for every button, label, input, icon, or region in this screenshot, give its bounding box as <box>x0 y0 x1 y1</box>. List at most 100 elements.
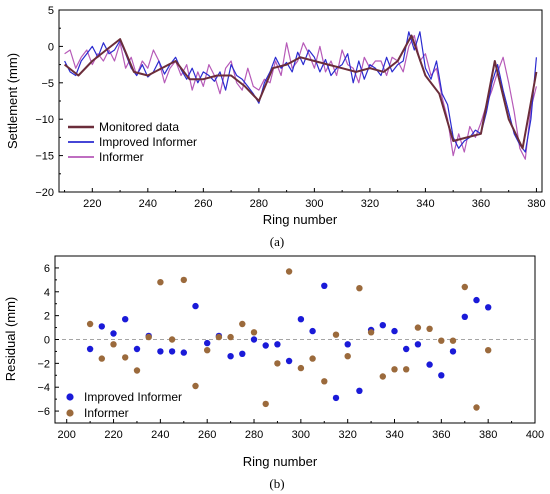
panel-b-point-improved-informer <box>86 345 94 353</box>
panel-b-point-informer <box>239 320 246 328</box>
panel-a-y-tick-label: −20 <box>35 187 54 199</box>
panel-b-x-tick-label: 340 <box>385 429 403 441</box>
panel-b-series <box>86 268 492 411</box>
panel-b-point-informer <box>321 378 328 385</box>
panel-a-series-line-monitored-data <box>63 34 538 150</box>
panel-b-point-informer <box>414 324 422 331</box>
panel-a-caption: (a) <box>270 234 284 249</box>
panel-b-point-improved-informer <box>285 357 293 365</box>
panel-b-ticks: 200 220 240 260 280 300 320 340 360 380 400 6 4 2 0 −2 −… <box>37 263 544 441</box>
panel-b-point-informer <box>274 360 281 367</box>
panel-b-x-tick-label: 220 <box>104 429 122 441</box>
panel-b-point-informer <box>403 366 410 373</box>
panel-b-point-improved-informer <box>297 316 305 323</box>
panel-a-x-axis-label: Ring number <box>263 212 338 227</box>
panel-b-y-tick-label: 6 <box>44 263 50 275</box>
panel-a-x-tick-label: 260 <box>194 198 212 210</box>
panel-b-point-informer <box>344 353 351 360</box>
panel-a-y-tick-label: 0 <box>48 41 54 53</box>
panel-b-point-improved-informer <box>274 341 281 348</box>
panel-a-settlement-chart: 220 240 260 280 300 320 340 360 380 5 0 −5 −10 −15 −20… <box>5 5 546 249</box>
panel-b-point-improved-informer <box>356 387 363 394</box>
panel-a-x-tick-label: 240 <box>139 198 157 210</box>
panel-b-x-tick-label: 360 <box>432 429 450 441</box>
panel-a-x-tick-label: 320 <box>361 198 379 210</box>
panel-b-point-informer <box>332 331 340 338</box>
panel-b-point-informer <box>438 337 445 344</box>
panel-a-x-tick-label: 380 <box>527 198 545 210</box>
panel-a-legend-label: Improved Informer <box>99 135 197 149</box>
panel-b-y-tick-label: 0 <box>44 335 50 347</box>
panel-a-x-tick-label: 220 <box>83 198 101 210</box>
panel-b-point-improved-informer <box>414 341 422 348</box>
panel-b-point-improved-informer <box>250 336 258 343</box>
panel-b-point-informer <box>110 341 117 348</box>
panel-b-legend-marker <box>66 393 74 401</box>
panel-b-point-informer <box>145 333 152 341</box>
panel-b-point-improved-informer <box>122 316 129 323</box>
panel-b-point-informer <box>204 347 211 354</box>
panel-a-x-tick-label: 360 <box>472 198 490 210</box>
panel-b-point-improved-informer <box>309 327 316 335</box>
panel-b-point-informer <box>461 283 468 291</box>
panel-b-point-improved-informer <box>332 394 340 402</box>
panel-b-caption: (b) <box>269 476 284 491</box>
panel-b-point-improved-informer <box>262 342 269 349</box>
panel-a-y-tick-label: −10 <box>35 114 54 126</box>
panel-a-y-tick-label: −15 <box>35 151 54 163</box>
panel-b-x-tick-label: 200 <box>58 429 76 441</box>
panel-b-point-informer <box>180 276 187 284</box>
panel-b-point-improved-informer <box>403 345 410 353</box>
panel-b-legend-marker <box>66 409 74 417</box>
panel-b-point-informer <box>168 336 176 343</box>
panel-b-point-improved-informer <box>192 302 199 310</box>
panel-b-point-informer <box>356 285 363 292</box>
panel-a-legend-label: Informer <box>99 150 144 164</box>
panel-b-point-improved-informer <box>157 348 164 355</box>
panel-b-x-tick-label: 380 <box>479 429 497 441</box>
panel-b-point-informer <box>157 279 164 286</box>
panel-b-point-informer <box>122 354 129 361</box>
panel-b-y-tick-label: −6 <box>37 406 50 418</box>
panel-b-y-axis-label: Residual (mm) <box>3 297 18 382</box>
panel-b-point-informer <box>297 364 305 372</box>
panel-b-point-informer <box>262 400 269 408</box>
panel-b-point-informer <box>86 320 94 328</box>
panel-b-y-tick-label: 4 <box>44 287 50 299</box>
panel-b-y-tick-label: −2 <box>37 358 50 370</box>
panel-b-point-informer <box>449 337 457 344</box>
panel-b-point-informer <box>250 329 258 336</box>
panel-b-legend: Improved Informer Informer <box>66 390 182 420</box>
panel-b-point-improved-informer <box>133 345 141 353</box>
panel-a-x-tick-label: 280 <box>250 198 268 210</box>
panel-b-point-improved-informer <box>227 353 234 360</box>
panel-b-point-improved-informer <box>485 304 492 311</box>
panel-b-y-tick-label: −4 <box>37 382 50 394</box>
panel-b-point-informer <box>379 373 386 380</box>
panel-a-series-line-informer <box>64 34 537 160</box>
panel-b-y-tick-label: 2 <box>44 311 50 323</box>
panel-b-x-tick-label: 240 <box>151 429 169 441</box>
panel-b-point-improved-informer <box>110 330 117 337</box>
panel-b-point-improved-informer <box>239 350 246 357</box>
panel-b-legend-label: Informer <box>84 406 129 420</box>
panel-b-point-informer <box>98 355 106 362</box>
panel-b-point-informer <box>391 366 398 373</box>
panel-b-point-improved-informer <box>379 322 386 329</box>
panel-a-legend-label: Monitored data <box>99 120 179 134</box>
panel-b-point-informer <box>367 329 375 336</box>
panel-b-point-improved-informer <box>98 323 106 330</box>
panel-a-plot-frame <box>58 9 543 193</box>
panel-b-point-informer <box>192 382 199 390</box>
panel-b-point-improved-informer <box>449 348 457 355</box>
panel-b-point-informer <box>485 347 492 354</box>
panel-b-residual-chart: 200 220 240 260 280 300 320 340 360 380 400 6 4 2 0 −2 −… <box>3 255 544 491</box>
panel-b-point-informer <box>426 325 433 332</box>
panel-b-point-improved-informer <box>168 348 176 355</box>
panel-a-x-tick-label: 340 <box>416 198 434 210</box>
panel-b-point-improved-informer <box>344 341 351 348</box>
panel-b-point-informer <box>473 404 480 411</box>
panel-b-point-improved-informer <box>473 296 480 304</box>
